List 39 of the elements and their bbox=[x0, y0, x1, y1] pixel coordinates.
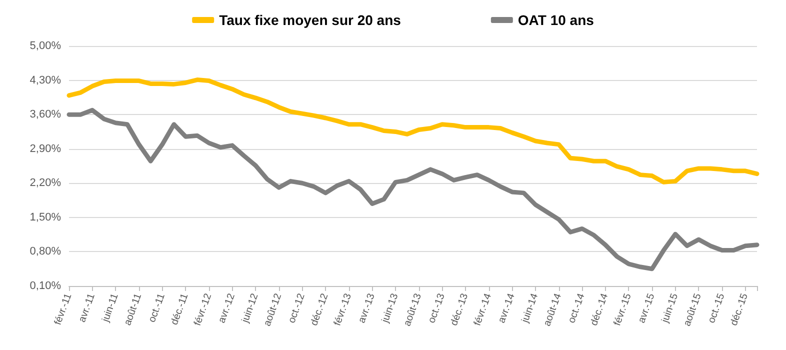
x-tick-label: avr.-14 bbox=[496, 292, 518, 325]
x-tick-label: févr.-15 bbox=[612, 292, 634, 328]
x-tick-label: oct.-12 bbox=[286, 292, 308, 325]
x-tick-label: août-14 bbox=[542, 292, 564, 328]
x-tick-label: avr.-13 bbox=[356, 292, 378, 325]
y-tick-label: 0,80% bbox=[30, 246, 62, 258]
x-tick-label: août-12 bbox=[262, 292, 284, 328]
legend-label: OAT 10 ans bbox=[518, 12, 594, 28]
y-tick-label: 4,30% bbox=[30, 74, 62, 86]
x-tick-label: déc.-15 bbox=[728, 292, 751, 328]
x-tick-label: oct.-11 bbox=[146, 292, 168, 324]
y-tick-label: 3,60% bbox=[30, 108, 62, 121]
x-tick-label: oct.-14 bbox=[566, 292, 588, 325]
x-tick-label: oct.-15 bbox=[706, 292, 728, 325]
y-tick-label: 2,20% bbox=[30, 177, 62, 190]
x-tick-label: août-11 bbox=[122, 292, 144, 328]
x-tick-label: août-13 bbox=[402, 292, 424, 328]
x-tick-label: avr.-12 bbox=[216, 292, 238, 325]
x-tick-label: avr.-11 bbox=[76, 292, 98, 324]
x-tick-label: juin-14 bbox=[520, 292, 541, 326]
y-tick-label: 2,90% bbox=[30, 142, 62, 155]
x-tick-label: juin-12 bbox=[240, 292, 261, 326]
x-tick-label: avr.-15 bbox=[636, 292, 658, 325]
x-tick-label: juin-11 bbox=[100, 292, 121, 324]
y-tick-label: 1,50% bbox=[30, 211, 62, 224]
line-series bbox=[66, 108, 760, 272]
y-tick-label: 5,00% bbox=[30, 40, 62, 52]
x-tick-label: août-15 bbox=[682, 292, 704, 328]
x-tick-label: févr.-13 bbox=[332, 292, 354, 328]
x-tick-label: juin-15 bbox=[660, 292, 681, 326]
x-tick-label: oct.-13 bbox=[426, 292, 448, 325]
y-tick-label: 0,10% bbox=[30, 280, 62, 292]
x-tick-label: déc.-11 bbox=[169, 292, 191, 327]
x-tick-label: déc.-14 bbox=[588, 292, 611, 328]
x-tick-label: juin-13 bbox=[380, 292, 401, 326]
line-series bbox=[66, 78, 760, 184]
x-tick-label: déc.-12 bbox=[308, 292, 331, 328]
x-tick-label: déc.-13 bbox=[448, 292, 471, 328]
legend-label: Taux fixe moyen sur 20 ans bbox=[219, 12, 402, 28]
